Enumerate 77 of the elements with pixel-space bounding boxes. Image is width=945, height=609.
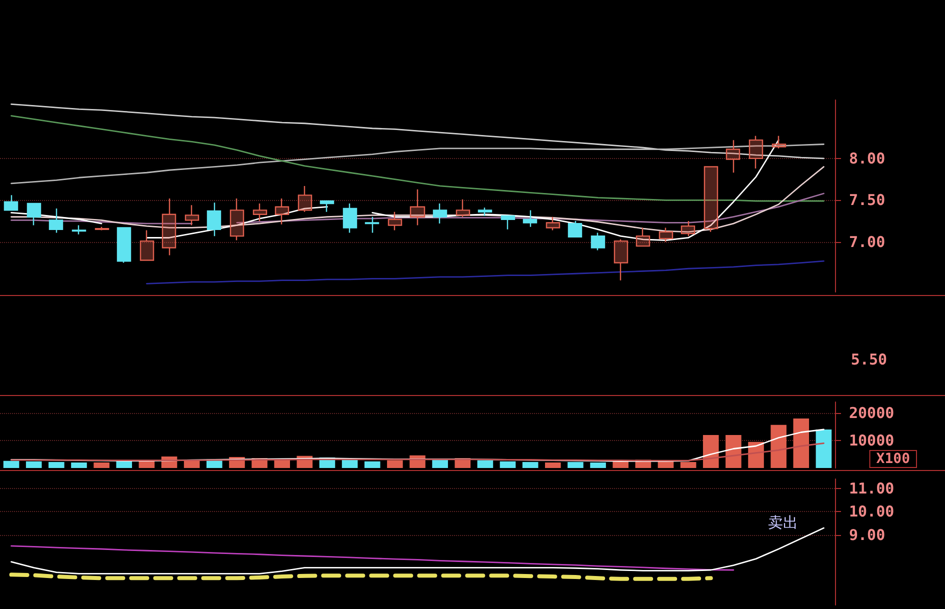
- bar: [658, 461, 674, 468]
- bar: [26, 461, 42, 468]
- candlestick: [388, 211, 402, 231]
- line-series: [10, 442, 824, 462]
- candlestick: [478, 207, 492, 217]
- bar: [702, 435, 719, 468]
- y-tick-label: 7.00: [849, 232, 886, 251]
- bar: [116, 460, 132, 468]
- bar: [612, 461, 629, 468]
- candlestick: [410, 188, 426, 226]
- candlestick: [48, 208, 64, 234]
- candlestick: [726, 139, 740, 174]
- y-tick-label: 10.00: [849, 502, 894, 521]
- candlestick: [522, 210, 538, 228]
- bar: [726, 435, 742, 468]
- candlestick: [772, 135, 786, 150]
- line-series: [10, 545, 734, 571]
- y-tick-label: 8.00: [849, 149, 886, 168]
- candlestick: [432, 202, 448, 224]
- bar: [94, 462, 110, 468]
- text: X100: [876, 451, 910, 467]
- y-tick-label: 11.00: [849, 479, 894, 498]
- bar: [477, 460, 494, 468]
- bar: [3, 460, 20, 468]
- candlestick: [206, 202, 222, 237]
- text: 5.50: [850, 350, 887, 368]
- bar: [680, 462, 696, 468]
- line-series: [10, 115, 824, 202]
- candlestick: [748, 135, 764, 170]
- bar: [48, 462, 64, 468]
- bar: [71, 462, 87, 468]
- candlestick: [590, 232, 606, 251]
- candlestick: [320, 200, 334, 212]
- candlestick: [140, 230, 154, 261]
- candlestick: [298, 185, 312, 212]
- candlestick: [704, 166, 718, 232]
- bar: [545, 462, 561, 468]
- bar: [522, 462, 538, 468]
- candlestick: [94, 226, 110, 231]
- bar: [500, 461, 516, 468]
- candlestick: [26, 202, 42, 226]
- bar: [568, 462, 584, 468]
- candlestick: [72, 224, 86, 235]
- candlestick: [546, 216, 560, 231]
- candlestick: [456, 198, 470, 218]
- annotation: 卖出: [768, 514, 798, 532]
- candlestick: [116, 227, 132, 264]
- candlestick: [342, 202, 358, 234]
- candlestick: [4, 194, 18, 211]
- bar: [387, 460, 403, 468]
- line-series: [10, 144, 824, 184]
- bar: [364, 461, 380, 468]
- y-tick-label: 20000: [849, 404, 894, 422]
- candlestick: [680, 220, 696, 237]
- line-series: [10, 103, 824, 160]
- candlestick: [658, 227, 674, 243]
- candlestick: [364, 216, 380, 234]
- candlestick: [162, 198, 176, 256]
- candlestick: [636, 227, 650, 247]
- y-tick-label: 10000: [849, 432, 894, 450]
- candlestick: [568, 220, 582, 238]
- line-series: [146, 260, 824, 284]
- line-series: [10, 166, 824, 233]
- bar: [793, 418, 810, 468]
- y-tick-label: 9.00: [849, 526, 886, 544]
- candlestick: [230, 198, 244, 241]
- bar: [770, 424, 786, 468]
- y-tick-label: 7.50: [849, 191, 886, 210]
- candlestick: [500, 215, 516, 230]
- bar: [816, 430, 832, 468]
- bar: [590, 462, 606, 468]
- candlestick: [252, 202, 268, 222]
- candlestick: [184, 204, 200, 226]
- candlestick: [614, 238, 628, 281]
- candlestick: [274, 198, 290, 225]
- bar: [342, 460, 358, 468]
- bar: [432, 459, 448, 468]
